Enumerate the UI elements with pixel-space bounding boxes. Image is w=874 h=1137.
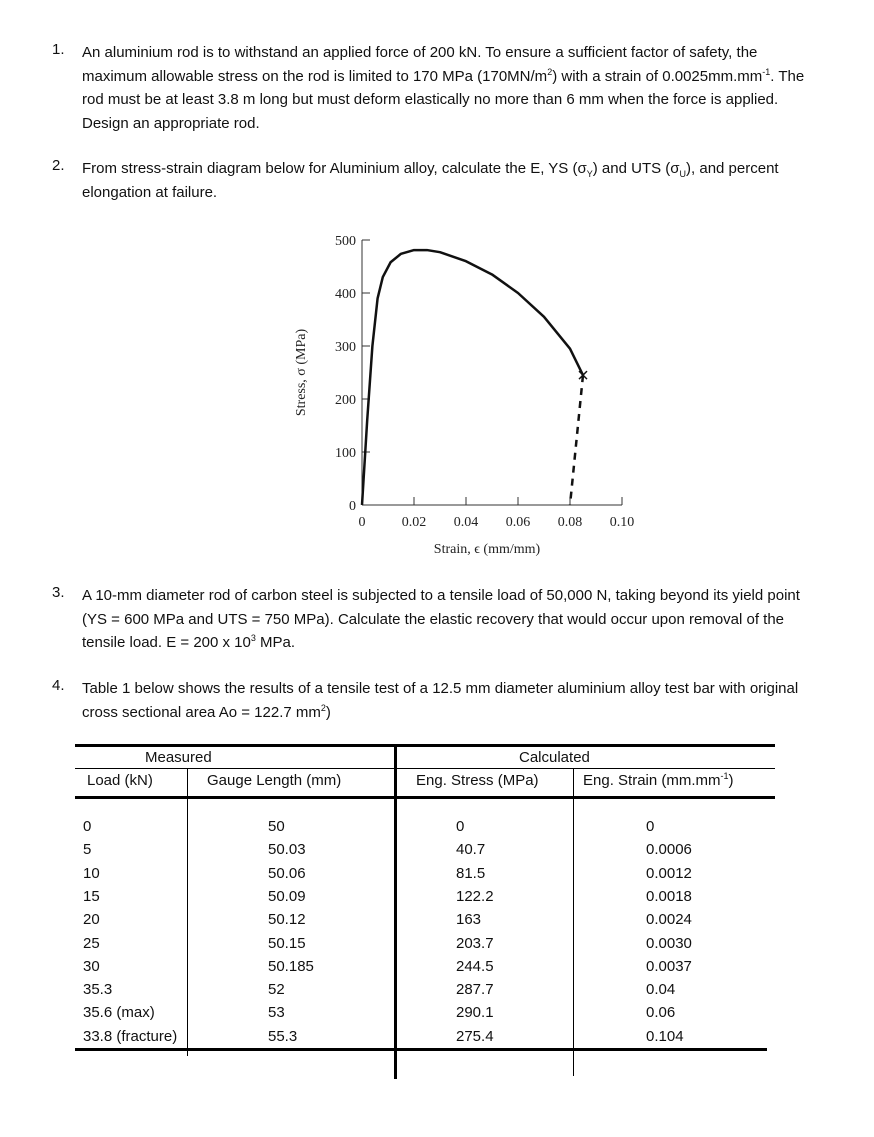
table-bottom-rule [75, 1048, 767, 1051]
table-cell: 35.3 [83, 981, 113, 999]
table-header-bottom-rule [75, 796, 775, 799]
table-cell: 81.5 [456, 864, 486, 882]
table-cell: 50.12 [268, 911, 306, 929]
table-cell: 52 [268, 981, 285, 999]
x-tick-label: 0.10 [610, 515, 635, 530]
table-cell: 203.7 [456, 934, 494, 952]
table-cell: 0.04 [646, 981, 676, 999]
question-number: 4. [52, 677, 65, 694]
table-cell: 30 [83, 957, 100, 975]
question-text: Table 1 below shows the results of a ten… [82, 680, 799, 721]
x-tick-label: 0.06 [506, 515, 531, 530]
column-header: Gauge Length (mm) [207, 772, 342, 789]
table-cell: 40.7 [456, 841, 486, 859]
column-header: Eng. Stress (MPa) [416, 772, 539, 789]
table-cell: 0.104 [646, 1027, 684, 1045]
column-header: Eng. Strain (mm.mm-1) [583, 771, 734, 790]
table-cell: 50.15 [268, 934, 306, 952]
y-tick-label: 200 [335, 393, 356, 408]
fracture-unload-line [568, 375, 585, 506]
table-cell: 50.09 [268, 887, 306, 905]
x-tick-label: 0.08 [558, 515, 583, 530]
y-axis-label: Stress, σ (MPa) [294, 329, 309, 417]
table-cell: 290.1 [456, 1004, 494, 1022]
table-cell: 15 [83, 887, 100, 905]
x-tick-label: 0.02 [402, 515, 427, 530]
question-number: 1. [52, 41, 65, 58]
column-divider [187, 768, 188, 1056]
table-cell: 0.0012 [646, 864, 692, 882]
table-cell: 5 [83, 841, 92, 859]
x-tick-label: 0.04 [454, 515, 479, 530]
stress-strain-chart: 0 100 200 300 400 500 0 0.02 0.04 0.06 0.08 0.10 Str… [294, 234, 635, 557]
stress-strain-curve [360, 248, 585, 506]
table-cell: 33.8 (fracture) [83, 1027, 178, 1045]
table-cell: 122.2 [456, 887, 494, 905]
table-cell: 0.0037 [646, 957, 692, 975]
group-header-calculated: Calculated [519, 749, 590, 766]
group-divider [394, 745, 397, 1079]
fracture-marker-icon [578, 370, 588, 380]
column-header: Load (kN) [87, 772, 153, 789]
question-text: An aluminium rod is to withstand an appl… [82, 44, 805, 132]
table-cell: 55.3 [268, 1027, 298, 1045]
table-cell: 50.185 [268, 957, 314, 975]
table-cell: 0.06 [646, 1004, 676, 1022]
table-cell: 0 [83, 818, 92, 835]
y-tick-label: 100 [335, 446, 356, 461]
table-header-rule [75, 768, 775, 769]
table-cell: 53 [268, 1004, 285, 1022]
table-cell: 50.03 [268, 841, 306, 859]
y-tick-label: 400 [335, 287, 356, 302]
table-cell: 35.6 (max) [83, 1004, 155, 1022]
question-number: 3. [52, 584, 65, 601]
table-cell: 10 [83, 864, 100, 882]
question-text: A 10-mm diameter rod of carbon steel is … [82, 587, 800, 651]
question-text: From stress-strain diagram below for Alu… [82, 160, 779, 201]
column-divider [573, 768, 574, 1076]
table-cell: 0.0024 [646, 911, 692, 929]
table-cell: 0 [646, 818, 655, 835]
x-axis-label: Strain, ϵ (mm/mm) [434, 542, 541, 557]
question-4: 4. Table 1 below shows the results of a t… [52, 677, 812, 724]
table-cell: 0.0006 [646, 841, 692, 859]
question-3: 3. A 10-mm diameter rod of carbon steel i… [52, 584, 812, 655]
table-cell: 0 [456, 818, 465, 835]
table-cell: 50 [268, 818, 285, 835]
table-cell: 0.0018 [646, 887, 692, 905]
table-cell: 50.06 [268, 864, 306, 882]
table-top-rule [75, 744, 775, 747]
table-cell: 25 [83, 934, 100, 952]
table-cell: 0.0030 [646, 934, 692, 952]
table-cell: 163 [456, 911, 482, 929]
table-cell: 20 [83, 911, 100, 929]
question-2: 2. From stress-strain diagram below for A… [52, 157, 812, 204]
x-tick-label: 0 [359, 515, 366, 530]
question-number: 2. [52, 157, 65, 174]
y-tick-label: 0 [349, 499, 356, 514]
table-cell: 275.4 [456, 1027, 494, 1045]
table-cell: 244.5 [456, 957, 494, 975]
y-tick-label: 500 [335, 234, 356, 249]
y-tick-label: 300 [335, 340, 356, 355]
group-header-measured: Measured [145, 749, 212, 766]
table-cell: 287.7 [456, 981, 494, 999]
question-1: 1. An aluminium rod is to withstand an ap… [52, 41, 812, 135]
